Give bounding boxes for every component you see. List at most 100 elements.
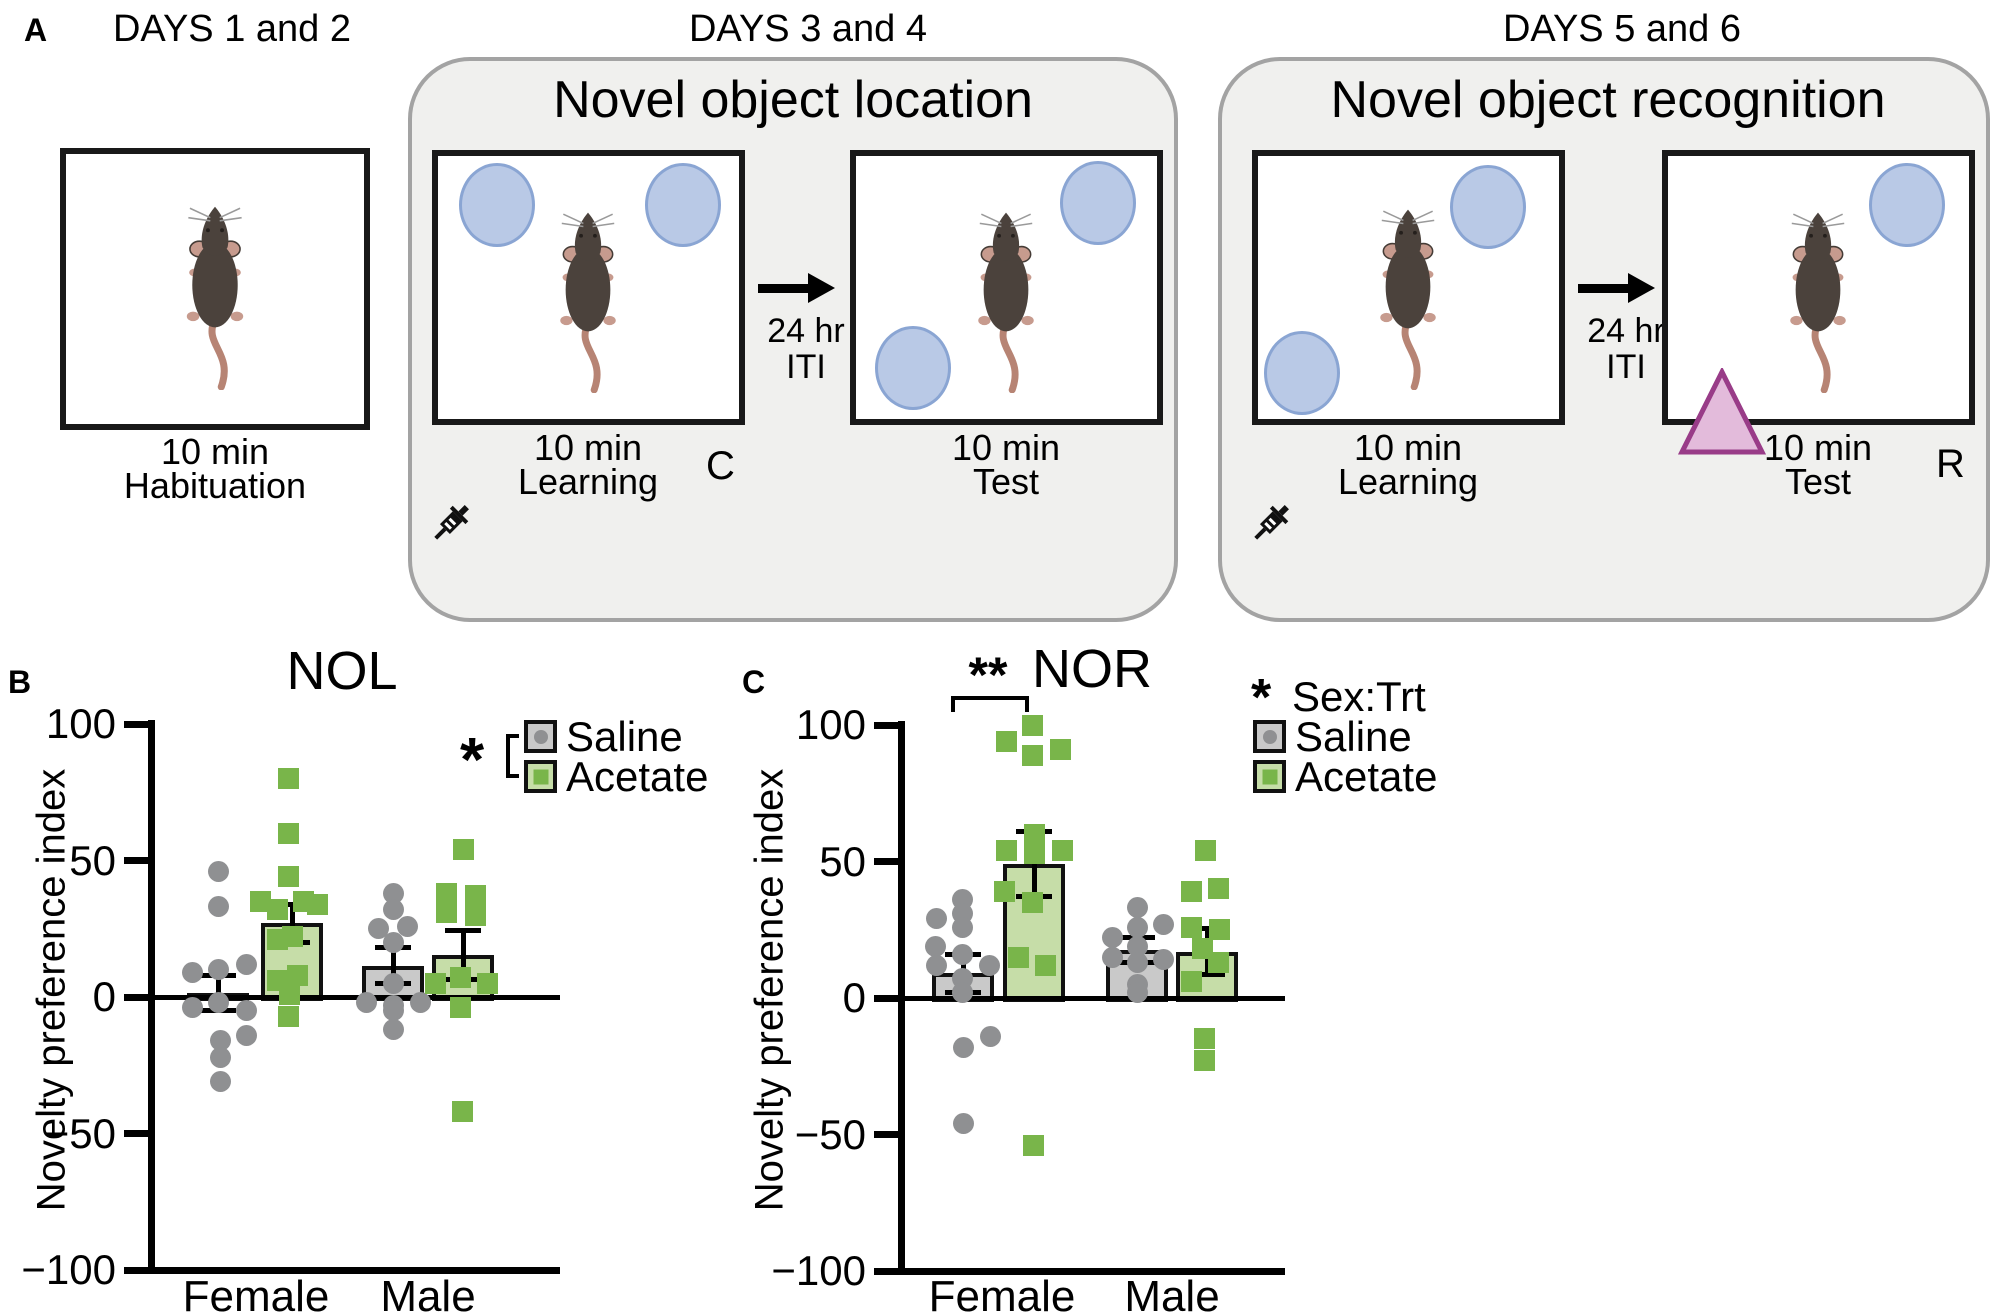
moved-object-circle-icon — [875, 326, 951, 410]
data-point — [235, 1024, 257, 1046]
data-point — [382, 931, 404, 953]
nol-iti-label: ITI — [786, 348, 826, 386]
data-point — [1207, 952, 1229, 973]
arrow-head-icon — [1628, 273, 1655, 303]
saline-legend-label: Saline — [566, 713, 683, 760]
data-point — [249, 890, 271, 912]
nor-randomized-label: R — [1936, 442, 1965, 486]
error-bar — [390, 947, 396, 984]
legend-bracket — [506, 734, 519, 778]
data-point — [464, 904, 486, 926]
data-point — [209, 1071, 231, 1093]
acetate-legend-label: Acetate — [1295, 753, 1438, 800]
data-point — [1194, 840, 1216, 862]
y-tick — [874, 994, 900, 1002]
error-bar-cap — [274, 901, 310, 907]
data-point — [464, 885, 486, 907]
nor-learning-duration: 10 min — [1353, 427, 1463, 468]
data-point — [1208, 919, 1230, 941]
nor-chart: NOR Novelty preference index ** * Sex:Tr… — [720, 639, 1440, 1316]
familiar-object-circle-icon — [1264, 331, 1340, 415]
habituation-duration: 10 min — [160, 431, 270, 472]
y-tick-label: −50 — [794, 1110, 866, 1158]
data-point — [278, 983, 300, 1005]
saline-legend-label: Saline — [1295, 713, 1412, 760]
acetate-legend-swatch — [1253, 760, 1286, 793]
nol-chart-title: NOL — [286, 641, 398, 701]
data-point — [207, 959, 229, 981]
data-point — [306, 893, 328, 915]
error-bar — [289, 904, 295, 943]
data-point — [1180, 916, 1202, 938]
y-tick — [124, 857, 150, 864]
data-point — [277, 822, 299, 844]
nol-title: Novel object location — [553, 71, 1033, 129]
data-point — [207, 896, 229, 918]
data-point — [452, 839, 474, 861]
arrow-icon — [1578, 284, 1630, 293]
data-point — [277, 1005, 299, 1027]
nor-learning-phase: Learning — [1337, 461, 1479, 502]
saline-dot-icon — [1262, 729, 1277, 744]
data-point — [952, 1113, 974, 1135]
data-point — [209, 1046, 231, 1068]
data-point — [978, 954, 1000, 976]
nol-chart: NOL Novelty preference index * Saline Ac… — [0, 641, 720, 1316]
data-point — [952, 1036, 974, 1058]
panel-a-label: A — [24, 12, 48, 48]
data-point — [993, 881, 1015, 903]
x-axis — [148, 1267, 560, 1274]
y-tick — [124, 1266, 150, 1274]
data-point — [424, 972, 446, 994]
data-point — [449, 997, 471, 1019]
error-bar — [1031, 831, 1037, 897]
data-point — [1193, 1028, 1215, 1050]
data-point — [1193, 1050, 1215, 1072]
data-point — [235, 953, 257, 975]
mouse-illustration — [966, 208, 1046, 393]
data-point — [396, 915, 418, 937]
nol-learning-duration: 10 min — [533, 427, 643, 468]
mouse-illustration — [548, 208, 628, 393]
days-3-4-header: DAYS 3 and 4 — [688, 8, 928, 50]
data-point — [1021, 744, 1043, 766]
novel-object-triangle-icon — [1678, 368, 1766, 455]
nor-iti-duration: 24 hr — [1587, 312, 1665, 350]
data-point — [382, 882, 404, 904]
data-point — [435, 882, 457, 904]
nol-counterbalance-label: C — [706, 444, 735, 488]
y-tick-label: 100 — [795, 701, 866, 748]
y-tick — [874, 1131, 900, 1138]
nor-title: Novel object recognition — [1330, 71, 1886, 129]
nor-chart-title: NOR — [1032, 639, 1152, 699]
data-point — [207, 991, 229, 1013]
data-point — [1101, 946, 1123, 968]
y-tick-label: 0 — [842, 974, 866, 1021]
data-point — [355, 991, 377, 1013]
nol-learning-phase: Learning — [517, 461, 659, 502]
data-point — [1126, 952, 1148, 973]
data-point — [1180, 971, 1202, 993]
data-point — [951, 916, 973, 938]
mouse-illustration — [1778, 208, 1858, 393]
panel-b-label: B — [8, 664, 32, 700]
saline-legend-swatch — [1253, 720, 1286, 753]
y-tick-label: 50 — [819, 837, 866, 885]
mouse-illustration — [175, 202, 255, 390]
significance-asterisk: * — [460, 726, 485, 795]
data-point — [235, 1000, 257, 1022]
data-point — [924, 935, 946, 957]
acetate-legend-swatch — [524, 760, 557, 793]
error-bar-cap — [1189, 972, 1225, 978]
data-point — [979, 1025, 1001, 1047]
y-tick-label: −100 — [771, 1247, 866, 1294]
interaction-label: Sex:Trt — [1292, 673, 1426, 720]
saline-legend-swatch — [524, 720, 557, 753]
data-point — [1101, 927, 1123, 949]
y-tick-label: −50 — [44, 1109, 116, 1157]
data-point — [1021, 714, 1043, 736]
y-tick-label: 50 — [69, 836, 116, 884]
days-5-6-header: DAYS 5 and 6 — [1502, 8, 1742, 50]
error-bar — [460, 930, 466, 980]
data-point — [367, 918, 389, 940]
